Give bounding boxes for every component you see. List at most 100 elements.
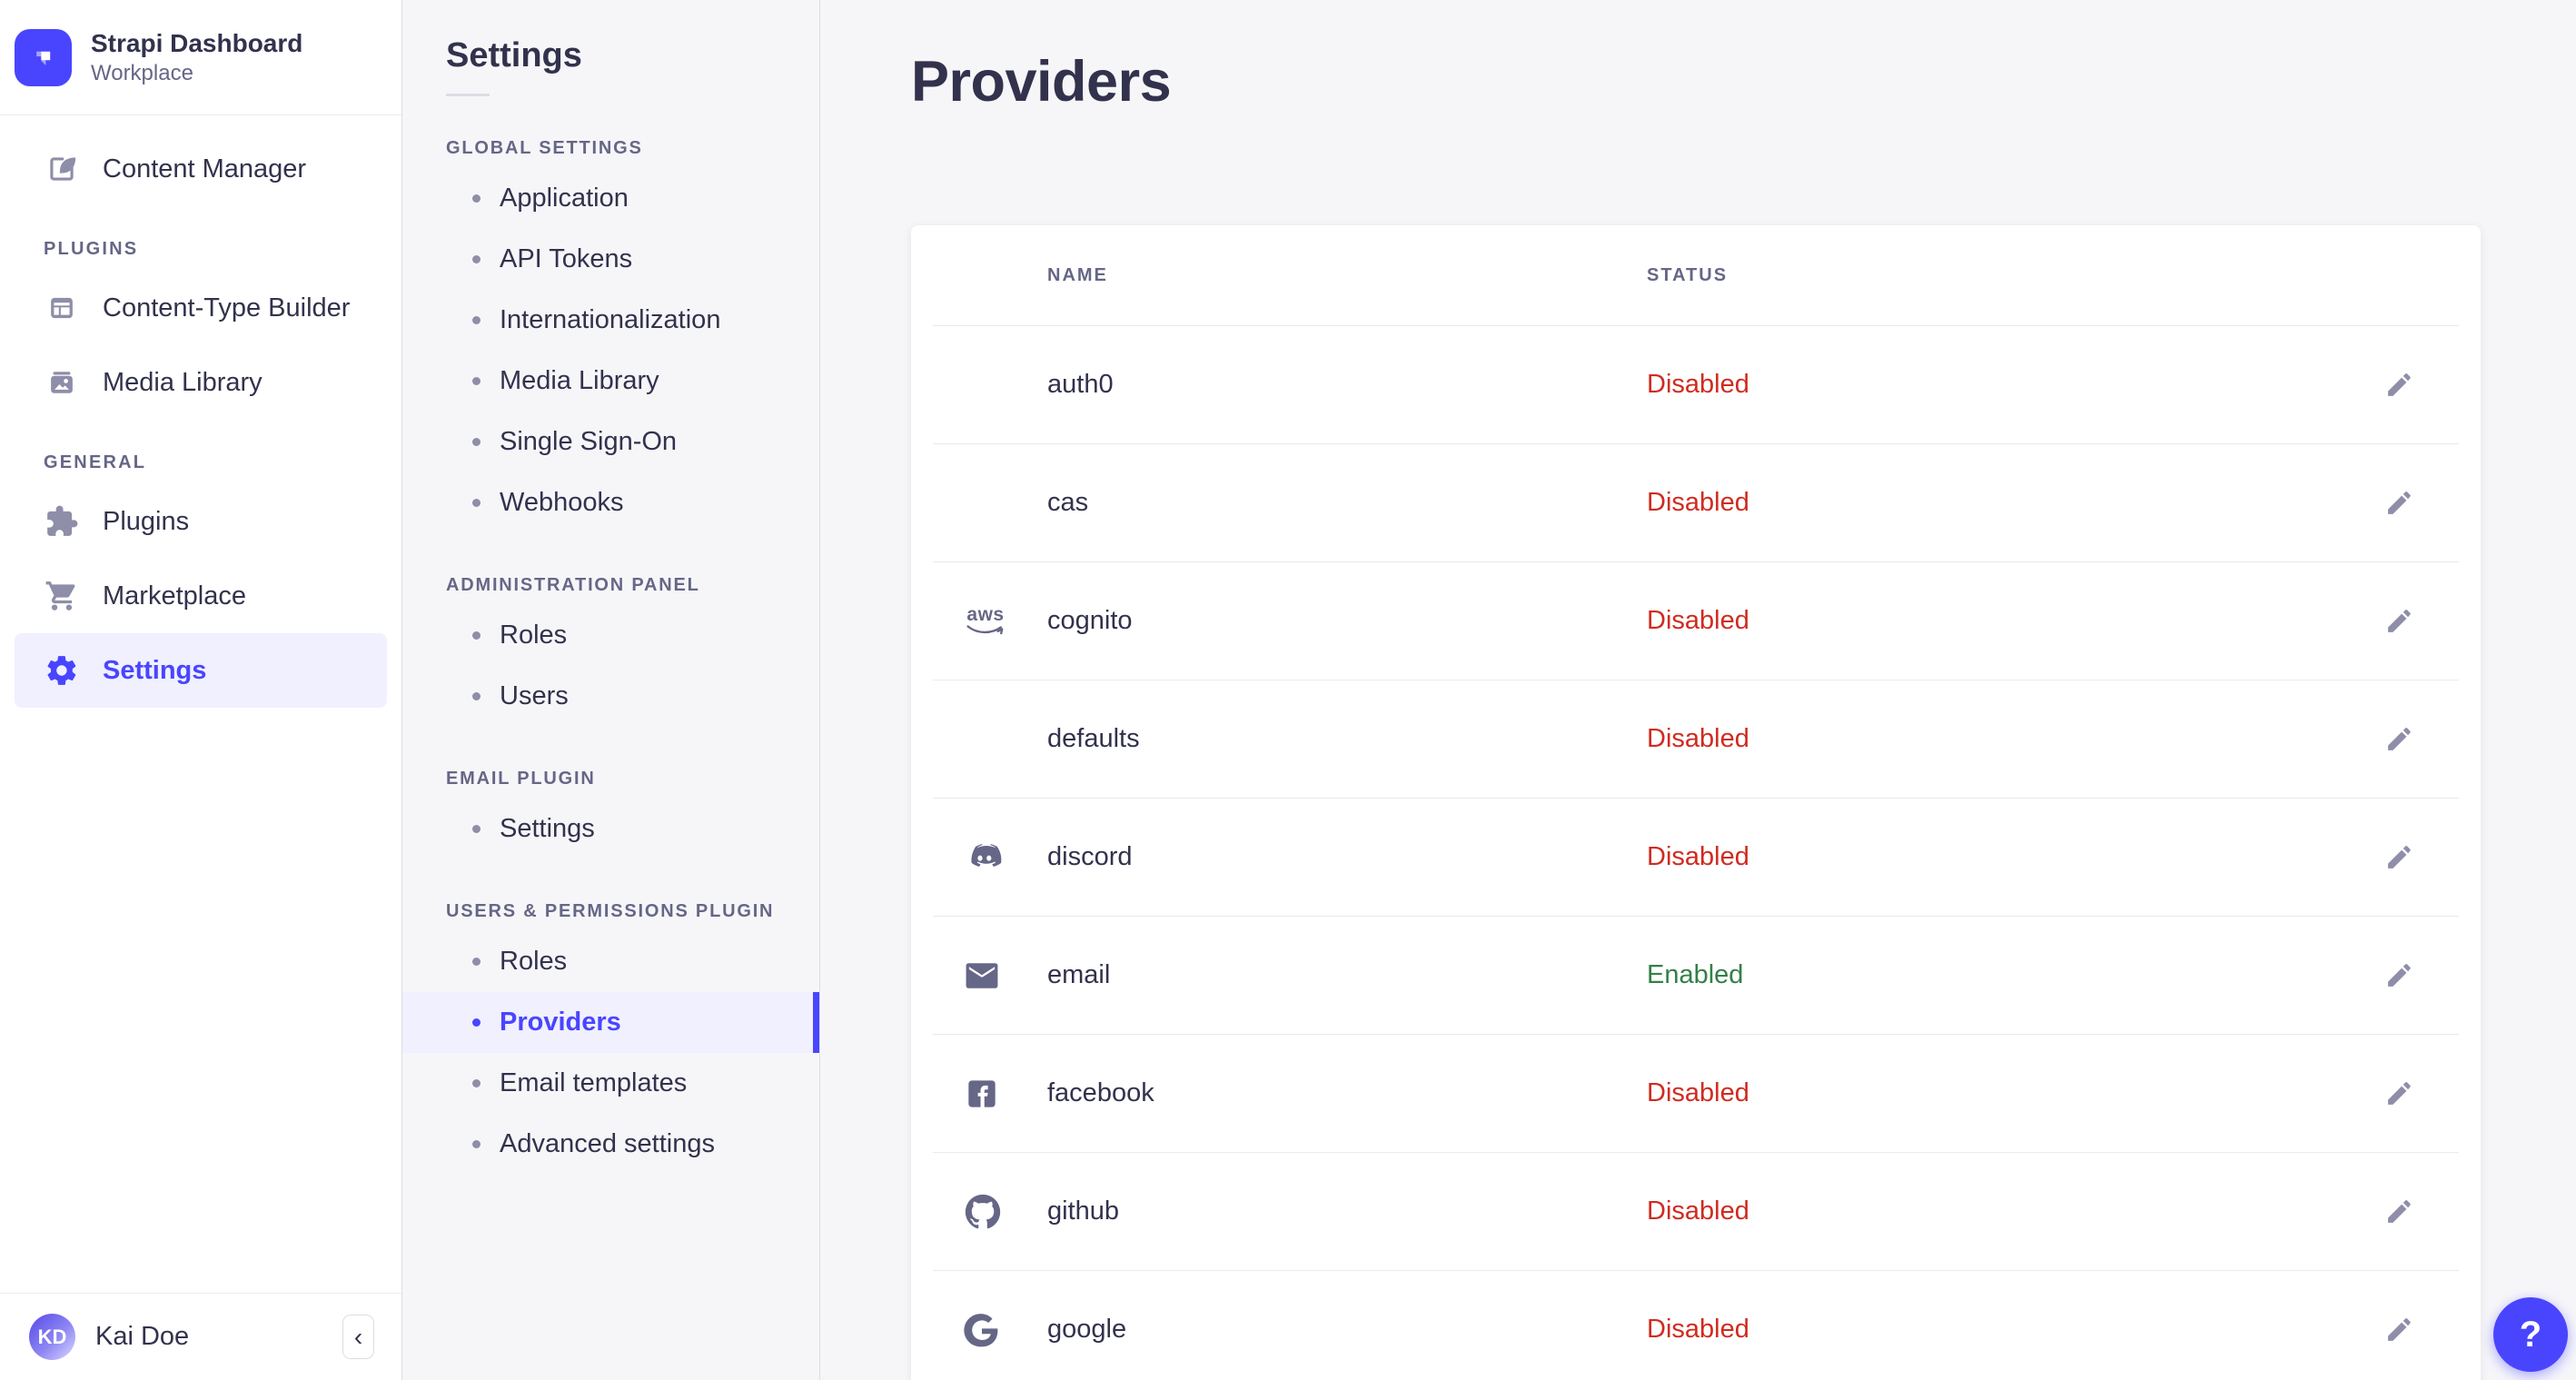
settings-subnav: Settings GLOBAL SETTINGS Application API… [402, 0, 820, 1380]
edit-provider-button[interactable] [2375, 362, 2422, 409]
table-row-email[interactable]: email Enabled [933, 916, 2459, 1034]
content-manager-icon [44, 151, 80, 187]
bullet-icon [472, 1018, 481, 1027]
table-body: auth0 Disabled cas Disabled aws [933, 325, 2459, 1380]
pencil-icon [2388, 1199, 2411, 1223]
table-row-facebook[interactable]: facebook Disabled [933, 1034, 2459, 1152]
pencil-icon [2388, 372, 2411, 396]
github-icon [965, 1194, 1001, 1228]
bullet-icon [472, 316, 481, 324]
edit-provider-button[interactable] [2375, 716, 2422, 763]
status-badge: Disabled [1647, 842, 1749, 871]
pencil-icon [2388, 1317, 2411, 1341]
status-badge: Disabled [1647, 724, 1749, 753]
chevron-left-icon: ‹ [353, 1322, 363, 1351]
provider-name: defaults [1047, 724, 1140, 753]
subnav-item-admin-users[interactable]: Users [402, 666, 819, 727]
edit-provider-button[interactable] [2375, 834, 2422, 881]
edit-provider-button[interactable] [2375, 1306, 2422, 1354]
bullet-icon [472, 255, 481, 263]
bullet-icon [472, 1079, 481, 1087]
bullet-icon [472, 692, 481, 700]
title-divider [446, 94, 490, 96]
sidebar-item-media-library[interactable]: Media Library [15, 345, 387, 420]
pencil-icon [2388, 1081, 2411, 1105]
status-badge: Disabled [1647, 606, 1749, 635]
sidebar-nav: Content Manager PLUGINS Content-Type Bui… [0, 115, 401, 1293]
subnav-section-email-plugin: EMAIL PLUGIN [446, 769, 596, 789]
table-row-cognito[interactable]: aws cognito Disabled [933, 561, 2459, 680]
edit-provider-button[interactable] [2375, 1188, 2422, 1236]
table-row-google[interactable]: google Disabled [933, 1270, 2459, 1380]
subnav-item-admin-roles[interactable]: Roles [402, 605, 819, 666]
collapse-sidebar-button[interactable]: ‹ [342, 1315, 374, 1359]
question-mark-icon: ? [2519, 1314, 2542, 1355]
sidebar-item-content-manager[interactable]: Content Manager [15, 132, 387, 206]
table-row-discord[interactable]: discord Disabled [933, 798, 2459, 916]
provider-name: facebook [1047, 1078, 1154, 1107]
subnav-title: Settings [446, 36, 582, 74]
table-row-cas[interactable]: cas Disabled [933, 443, 2459, 561]
sidebar-item-label: Media Library [103, 367, 263, 397]
table-row-github[interactable]: github Disabled [933, 1152, 2459, 1270]
strapi-logo-icon [15, 28, 72, 86]
bullet-icon [472, 1140, 481, 1148]
pencil-icon [2388, 727, 2411, 750]
subnav-item-advanced-settings[interactable]: Advanced settings [402, 1114, 819, 1175]
subnav-item-internationalization[interactable]: Internationalization [402, 290, 819, 351]
facebook-icon [968, 1079, 996, 1107]
provider-name: auth0 [1047, 370, 1114, 399]
user-name: Kai Doe [95, 1322, 190, 1351]
providers-table-card: NAME STATUS auth0 Disabled cas Disabled [911, 225, 2481, 1380]
pencil-icon [2388, 963, 2411, 987]
sidebar-item-plugins[interactable]: Plugins [15, 484, 387, 559]
table-row-defaults[interactable]: defaults Disabled [933, 680, 2459, 798]
provider-name: cas [1047, 488, 1089, 517]
main-sidebar: Strapi Dashboard Workplace Content Manag… [0, 0, 402, 1380]
edit-provider-button[interactable] [2375, 952, 2422, 999]
edit-provider-button[interactable] [2375, 480, 2422, 527]
sidebar-item-content-type-builder[interactable]: Content-Type Builder [15, 271, 387, 345]
status-badge: Disabled [1647, 488, 1749, 517]
bullet-icon [472, 631, 481, 640]
subnav-item-webhooks[interactable]: Webhooks [402, 472, 819, 533]
sidebar-item-marketplace[interactable]: Marketplace [15, 559, 387, 633]
discord-icon [971, 843, 1002, 867]
edit-provider-button[interactable] [2375, 598, 2422, 645]
status-badge: Disabled [1647, 1315, 1749, 1344]
avatar[interactable]: KD [29, 1314, 75, 1360]
pencil-icon [2388, 491, 2411, 514]
subnav-item-email-templates[interactable]: Email templates [402, 1053, 819, 1114]
subnav-item-api-tokens[interactable]: API Tokens [402, 229, 819, 290]
content-type-builder-icon [44, 290, 80, 326]
sidebar-item-settings[interactable]: Settings [15, 633, 387, 708]
pencil-icon [2388, 845, 2411, 869]
subnav-item-providers[interactable]: Providers [402, 992, 819, 1053]
subnav-item-application[interactable]: Application [402, 168, 819, 229]
sidebar-section-plugins: PLUGINS [44, 239, 139, 259]
edit-provider-button[interactable] [2375, 1070, 2422, 1117]
sidebar-footer: KD Kai Doe ‹ [0, 1293, 401, 1380]
subnav-item-up-roles[interactable]: Roles [402, 931, 819, 992]
subnav-item-email-settings[interactable]: Settings [402, 799, 819, 859]
provider-name: email [1047, 960, 1111, 989]
table-row-auth0[interactable]: auth0 Disabled [933, 325, 2459, 443]
subnav-item-media-library[interactable]: Media Library [402, 351, 819, 412]
workspace-title: Strapi Dashboard [91, 29, 303, 57]
provider-name: cognito [1047, 606, 1133, 635]
aws-icon: aws [962, 605, 1009, 637]
provider-name: google [1047, 1315, 1127, 1344]
status-badge: Disabled [1647, 1196, 1749, 1226]
bullet-icon [472, 438, 481, 446]
subnav-item-single-sign-on[interactable]: Single Sign-On [402, 412, 819, 472]
page-title: Providers [911, 50, 1172, 114]
bullet-icon [472, 499, 481, 507]
bullet-icon [472, 194, 481, 203]
workspace-brand[interactable]: Strapi Dashboard Workplace [0, 0, 401, 115]
column-header-name: NAME [1047, 264, 1108, 285]
marketplace-cart-icon [44, 578, 80, 614]
status-badge: Enabled [1647, 960, 1744, 989]
subnav-section-global-settings: GLOBAL SETTINGS [446, 138, 643, 158]
sidebar-item-label: Content Manager [103, 154, 307, 184]
help-button[interactable]: ? [2493, 1297, 2568, 1372]
